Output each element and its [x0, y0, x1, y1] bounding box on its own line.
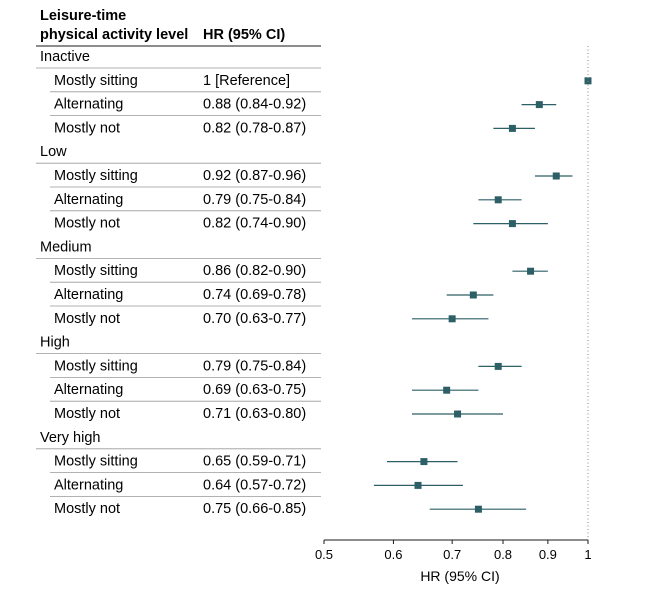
hr-value: 0.65 (0.59-0.71) [203, 454, 306, 470]
hr-value: 0.69 (0.63-0.75) [203, 382, 306, 398]
row-label: Mostly sitting [54, 454, 138, 470]
hr-point [584, 77, 592, 85]
hr-point [508, 124, 516, 132]
row-label: Alternating [54, 192, 123, 208]
row-label: Alternating [54, 97, 123, 113]
row-label: Alternating [54, 287, 123, 303]
hr-point [535, 101, 543, 109]
x-tick-label: 0.9 [539, 547, 557, 562]
hr-value: 0.92 (0.87-0.96) [203, 168, 306, 184]
row-label: Mostly not [54, 406, 120, 422]
x-tick-label: 0.8 [494, 547, 512, 562]
row-label: Mostly not [54, 501, 120, 517]
x-axis: 0.5 0.6 0.7 0.8 0.9 1 [315, 539, 592, 562]
group-label: Medium [40, 239, 92, 255]
row-label: Mostly sitting [54, 358, 138, 374]
hr-point [494, 362, 502, 370]
hr-point [443, 386, 451, 394]
row-label: Mostly sitting [54, 73, 138, 89]
x-axis-label: HR (95% CI) [420, 568, 499, 584]
hr-value: 0.74 (0.69-0.78) [203, 287, 306, 303]
x-tick-label: 0.6 [384, 547, 402, 562]
row-label: Alternating [54, 382, 123, 398]
column-header-activity-line2: physical activity level [40, 27, 188, 43]
row-label: Mostly not [54, 120, 120, 136]
group-label: Very high [40, 430, 100, 446]
row-label: Alternating [54, 477, 123, 493]
hr-point [474, 505, 482, 513]
hr-point [508, 220, 516, 228]
hr-point [552, 172, 560, 180]
plot-area [373, 46, 592, 540]
row-label: Mostly not [54, 311, 120, 327]
row-label: Mostly not [54, 216, 120, 232]
hr-value: 0.79 (0.75-0.84) [203, 192, 306, 208]
hr-value: 0.79 (0.75-0.84) [203, 358, 306, 374]
hr-point [454, 410, 462, 418]
row-label: Mostly sitting [54, 168, 138, 184]
x-tick-label: 0.7 [443, 547, 461, 562]
hr-point [494, 196, 502, 204]
hr-point [469, 291, 477, 299]
hr-point [420, 458, 428, 466]
x-tick-label: 1 [584, 547, 591, 562]
hr-point [414, 481, 422, 489]
hr-value: 0.70 (0.63-0.77) [203, 311, 306, 327]
hr-value: 0.82 (0.78-0.87) [203, 120, 306, 136]
hr-point [527, 267, 535, 275]
x-tick-label: 0.5 [315, 547, 333, 562]
hr-value: 0.88 (0.84-0.92) [203, 97, 306, 113]
column-header-activity-line1: Leisure-time [40, 8, 126, 24]
hr-value: 0.71 (0.63-0.80) [203, 406, 306, 422]
group-label: High [40, 335, 70, 351]
group-label: Low [40, 144, 67, 160]
hr-value: 0.86 (0.82-0.90) [203, 263, 306, 279]
table-rows: Inactive Mostly sitting 1 [Reference] Alter… [36, 49, 321, 517]
hr-value: 1 [Reference] [203, 73, 290, 89]
hr-point [448, 315, 456, 323]
hr-value: 0.64 (0.57-0.72) [203, 477, 306, 493]
column-header-hr: HR (95% CI) [203, 27, 285, 43]
hr-value: 0.75 (0.66-0.85) [203, 501, 306, 517]
group-label: Inactive [40, 49, 90, 65]
row-label: Mostly sitting [54, 263, 138, 279]
hr-value: 0.82 (0.74-0.90) [203, 216, 306, 232]
